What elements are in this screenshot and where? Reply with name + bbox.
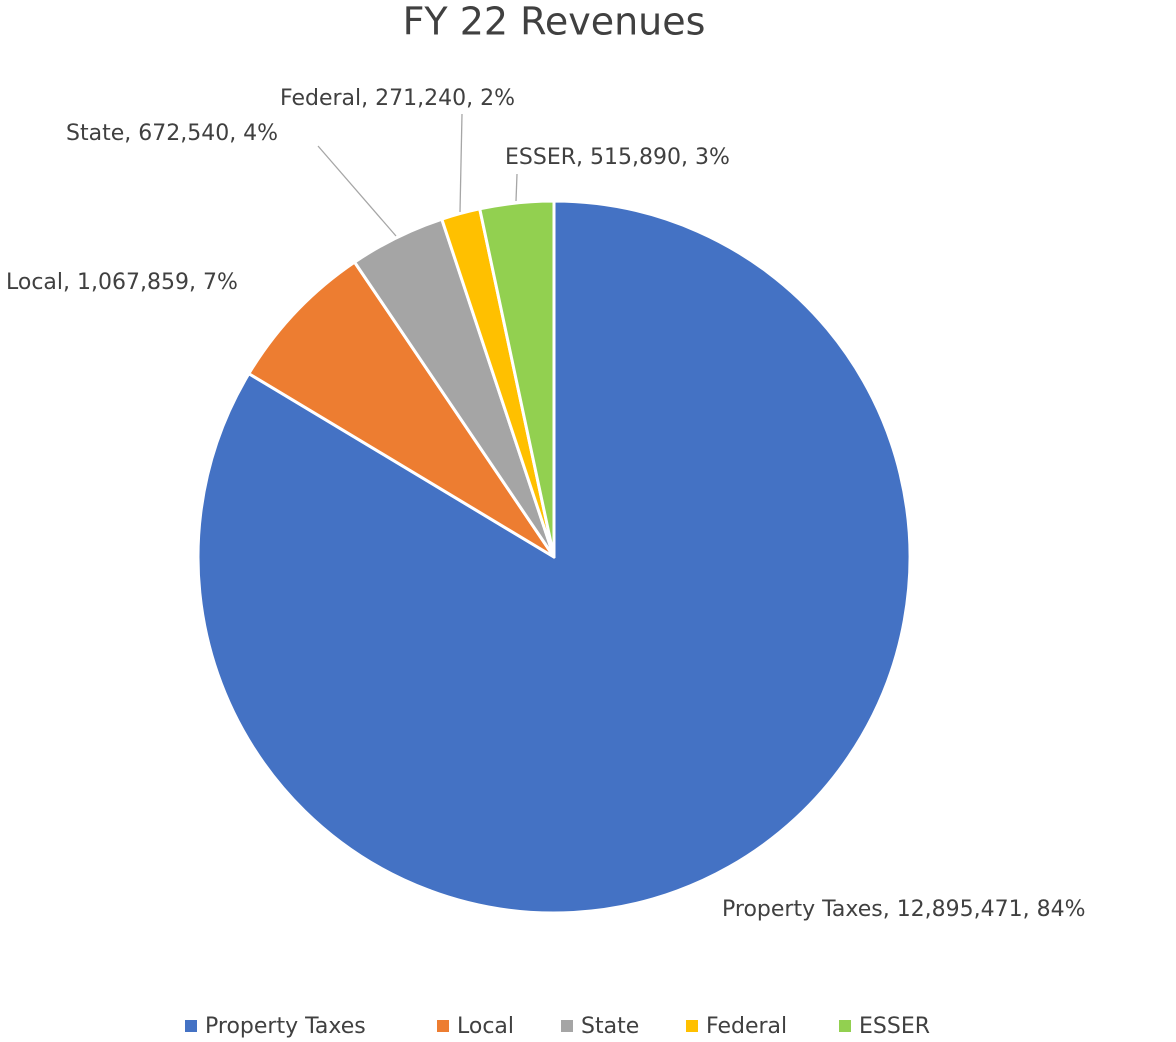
chart-title: FY 22 Revenues: [403, 0, 706, 44]
data-label: Local, 1,067,859, 7%: [6, 270, 238, 295]
legend-label: ESSER: [859, 1014, 930, 1039]
legend-label: Federal: [706, 1014, 787, 1039]
data-label: Federal, 271,240, 2%: [280, 86, 515, 111]
leader-line: [515, 173, 518, 202]
legend-label: Local: [457, 1014, 514, 1039]
legend-label: State: [581, 1014, 639, 1039]
data-label: ESSER, 515,890, 3%: [505, 145, 730, 170]
legend-label: Property Taxes: [205, 1014, 366, 1039]
data-label: State, 672,540, 4%: [66, 121, 278, 146]
data-label: Property Taxes, 12,895,471, 84%: [722, 897, 1086, 922]
leader-line: [459, 113, 463, 213]
legend-swatch: [185, 1020, 197, 1032]
legend-swatch: [839, 1020, 851, 1032]
legend-swatch: [561, 1020, 573, 1032]
pie-slice: [247, 260, 556, 559]
leader-line: [317, 145, 397, 237]
legend-swatch: [686, 1020, 698, 1032]
legend-swatch: [437, 1020, 449, 1032]
pie-slice: [478, 199, 556, 559]
